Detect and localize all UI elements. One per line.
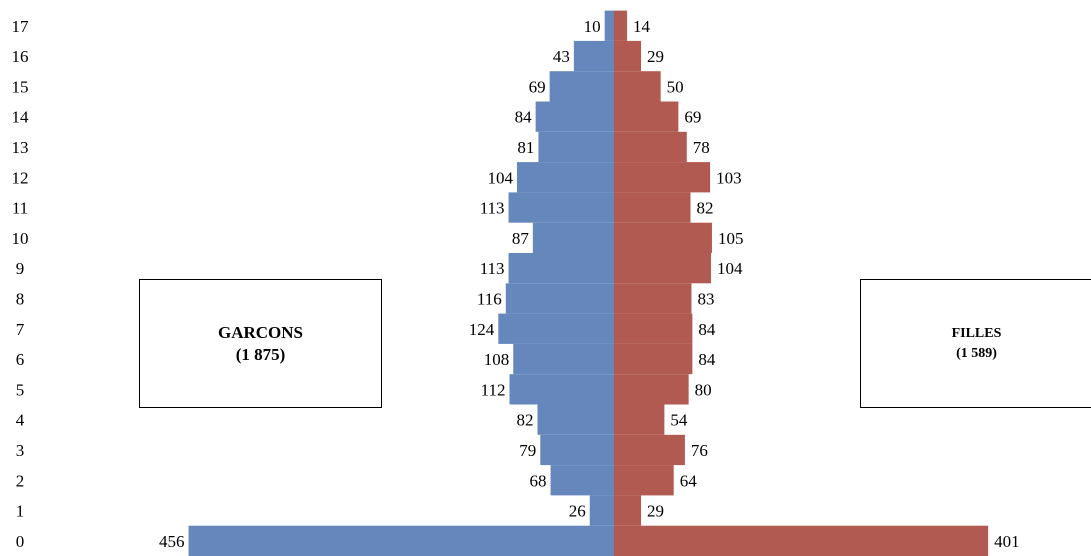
bar-boys-8 xyxy=(505,283,614,314)
category-label-9: 9 xyxy=(16,259,25,278)
bar-boys-14 xyxy=(535,101,614,132)
value-label-boys-1: 26 xyxy=(569,502,586,521)
value-label-girls-0: 401 xyxy=(994,532,1020,551)
girls-label-box: FILLES (1 589) xyxy=(860,279,1091,408)
bar-boys-9 xyxy=(508,253,614,284)
bar-boys-10 xyxy=(532,222,614,253)
category-label-11: 11 xyxy=(12,199,28,218)
category-label-8: 8 xyxy=(16,289,25,308)
category-label-2: 2 xyxy=(16,471,25,490)
value-label-girls-3: 76 xyxy=(691,441,708,460)
value-label-boys-2: 68 xyxy=(530,471,547,490)
bar-girls-17 xyxy=(614,10,628,41)
value-label-boys-7: 124 xyxy=(469,320,495,339)
category-label-13: 13 xyxy=(12,138,29,157)
category-label-14: 14 xyxy=(12,108,30,127)
category-label-5: 5 xyxy=(16,380,25,399)
bar-girls-6 xyxy=(614,343,693,375)
bar-girls-2 xyxy=(614,465,674,496)
value-label-girls-12: 103 xyxy=(716,168,742,187)
category-label-16: 16 xyxy=(12,47,29,66)
value-label-girls-6: 84 xyxy=(698,350,716,369)
category-label-0: 0 xyxy=(16,532,25,551)
bar-boys-16 xyxy=(573,40,614,72)
value-label-boys-6: 108 xyxy=(484,350,510,369)
value-label-girls-14: 69 xyxy=(684,108,701,127)
bar-boys-15 xyxy=(549,71,614,102)
value-label-girls-17: 14 xyxy=(633,17,651,36)
bar-girls-5 xyxy=(614,374,689,405)
bar-girls-16 xyxy=(614,40,642,72)
value-label-boys-4: 82 xyxy=(516,411,533,430)
bar-boys-0 xyxy=(188,525,614,556)
value-label-girls-5: 80 xyxy=(695,380,712,399)
bar-girls-3 xyxy=(614,434,685,466)
value-label-boys-15: 69 xyxy=(529,77,546,96)
value-label-girls-8: 83 xyxy=(697,289,714,308)
value-label-boys-11: 113 xyxy=(480,199,505,218)
category-label-15: 15 xyxy=(12,77,29,96)
value-label-girls-15: 50 xyxy=(667,77,684,96)
category-label-4: 4 xyxy=(16,411,25,430)
value-label-boys-3: 79 xyxy=(519,441,536,460)
bar-girls-13 xyxy=(614,131,687,163)
bar-girls-15 xyxy=(614,71,661,102)
bar-boys-7 xyxy=(498,313,614,344)
value-label-girls-9: 104 xyxy=(717,259,743,278)
boys-total: (1 875) xyxy=(235,344,286,364)
bar-boys-5 xyxy=(509,374,614,405)
value-label-boys-13: 81 xyxy=(517,138,534,157)
value-label-girls-16: 29 xyxy=(647,47,664,66)
value-label-girls-1: 29 xyxy=(647,502,664,521)
value-label-girls-10: 105 xyxy=(718,229,744,248)
bar-girls-0 xyxy=(614,525,989,556)
value-label-boys-10: 87 xyxy=(512,229,530,248)
bar-girls-4 xyxy=(614,404,665,435)
boys-label-box: GARCONS (1 875) xyxy=(139,279,382,408)
value-label-boys-17: 10 xyxy=(584,17,601,36)
bar-girls-10 xyxy=(614,222,712,253)
value-label-boys-16: 43 xyxy=(553,47,570,66)
category-label-17: 17 xyxy=(12,17,30,36)
bar-boys-6 xyxy=(513,343,614,375)
girls-title: FILLES xyxy=(951,325,1002,341)
bar-boys-4 xyxy=(537,404,614,435)
bar-boys-1 xyxy=(589,495,614,526)
category-label-12: 12 xyxy=(12,168,29,187)
bar-girls-7 xyxy=(614,313,693,344)
value-label-girls-4: 54 xyxy=(670,411,688,430)
value-label-boys-9: 113 xyxy=(480,259,505,278)
bar-girls-12 xyxy=(614,162,711,193)
value-label-girls-11: 82 xyxy=(697,199,714,218)
bar-girls-1 xyxy=(614,495,642,526)
bar-boys-3 xyxy=(540,434,614,466)
value-label-boys-5: 112 xyxy=(481,380,506,399)
value-label-girls-13: 78 xyxy=(693,138,710,157)
bar-boys-2 xyxy=(550,465,614,496)
bar-boys-13 xyxy=(538,131,614,163)
bar-girls-14 xyxy=(614,101,679,132)
value-label-boys-0: 456 xyxy=(159,532,185,551)
category-label-3: 3 xyxy=(16,441,25,460)
value-label-girls-2: 64 xyxy=(680,471,698,490)
bar-girls-9 xyxy=(614,253,712,284)
bar-boys-17 xyxy=(604,10,614,41)
bar-girls-11 xyxy=(614,192,691,223)
value-label-boys-12: 104 xyxy=(487,168,513,187)
category-label-7: 7 xyxy=(16,320,25,339)
category-label-10: 10 xyxy=(12,229,29,248)
boys-title: GARCONS xyxy=(217,322,303,342)
bar-boys-12 xyxy=(516,162,614,193)
bar-boys-11 xyxy=(508,192,614,223)
value-label-girls-7: 84 xyxy=(698,320,716,339)
value-label-boys-8: 116 xyxy=(477,289,502,308)
value-label-boys-14: 84 xyxy=(515,108,533,127)
girls-total: (1 589) xyxy=(956,345,997,361)
category-label-6: 6 xyxy=(16,350,25,369)
bar-girls-8 xyxy=(614,283,692,314)
category-label-1: 1 xyxy=(16,502,25,521)
